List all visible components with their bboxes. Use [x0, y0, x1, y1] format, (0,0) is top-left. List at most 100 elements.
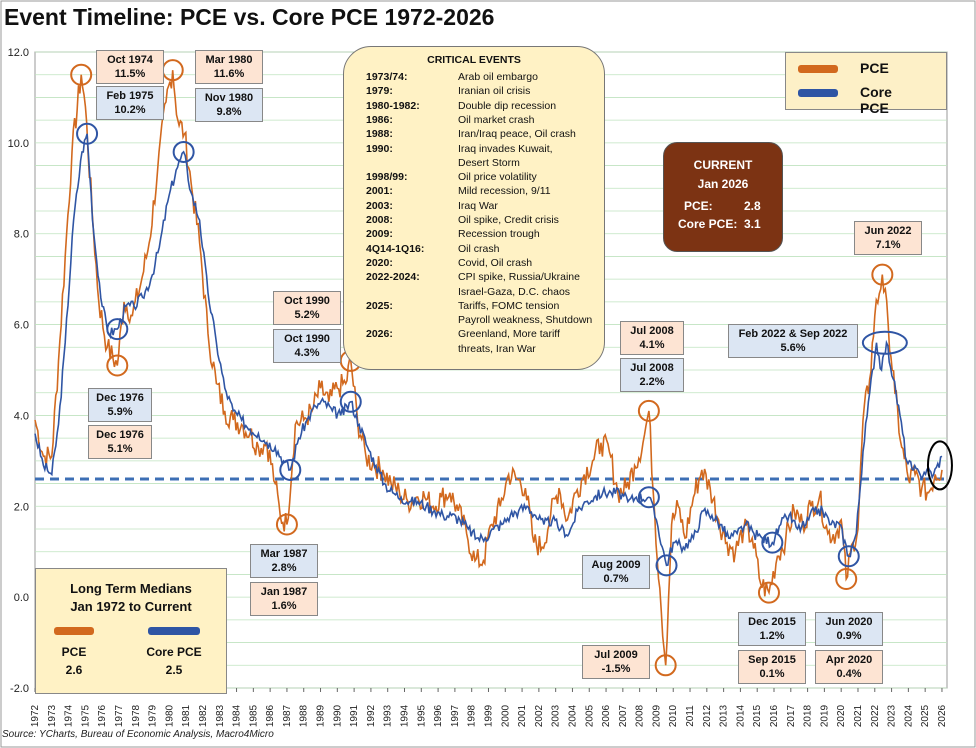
x-tick-label: 2000 — [500, 704, 511, 727]
x-tick-label: 1992 — [366, 704, 377, 727]
x-tick-label: 1985 — [248, 704, 259, 727]
callout-apr2020: Apr 2020 0.4% — [815, 650, 883, 684]
x-tick-label: 1980 — [164, 704, 175, 727]
event-description: Oil price volatility — [458, 171, 537, 184]
callout-nov1980: Nov 1980 9.8% — [195, 88, 263, 122]
event-row: 1988: Iran/Iraq peace, Oil crash — [366, 128, 601, 142]
x-tick-label: 1975 — [80, 704, 91, 727]
medians-title-1: Long Term Medians — [70, 581, 192, 596]
event-year: 2025: — [366, 299, 393, 312]
x-tick-label: 1979 — [148, 704, 159, 727]
core-highlight-circle — [172, 140, 195, 163]
event-year: 1973/74: — [366, 71, 408, 83]
callout-line: Feb 2022 & Sep 2022 — [738, 328, 848, 340]
callout-value: 2.2% — [639, 376, 665, 388]
callout-oct1990-pce: Oct 1990 5.2% — [273, 291, 341, 325]
callout-value: 7.1% — [875, 239, 901, 251]
event-description: Payroll weakness, Shutdown — [458, 314, 593, 327]
event-row: Desert Storm — [366, 157, 601, 171]
y-tick-label: -2.0 — [10, 683, 29, 695]
callout-value: 11.5% — [114, 68, 146, 80]
x-tick-label: 2016 — [769, 704, 780, 727]
x-tick-label: 1987 — [282, 704, 293, 727]
pce-highlight-circle — [275, 513, 298, 536]
x-tick-label: 1984 — [232, 704, 243, 727]
event-row: 2001: Mild recession, 9/11 — [366, 185, 601, 199]
event-row: 1973/74: Arab oil embargo — [366, 71, 601, 85]
core-highlight-circle — [861, 330, 908, 355]
callout-aug2009: Aug 2009 0.7% — [582, 555, 650, 589]
current-pce-value: 2.8 — [744, 199, 761, 213]
callout-dec1976-pce: Dec 1976 5.1% — [88, 425, 152, 459]
callout-value: 5.6% — [780, 342, 806, 354]
critical-events-box: CRITICAL EVENTS 1973/74: Arab oil embargo… — [343, 46, 605, 370]
core-highlight-circle — [637, 486, 660, 509]
legend-label-pce: PCE — [860, 60, 889, 76]
x-tick-label: 1995 — [416, 704, 427, 727]
event-description: CPI spike, Russia/Ukraine — [458, 271, 580, 284]
core-pce-series-line — [34, 133, 943, 567]
x-tick-label: 2013 — [719, 704, 730, 727]
x-tick-label: 2019 — [819, 704, 830, 727]
core-highlight-circle — [761, 531, 784, 554]
source-note: Source: YCharts, Bureau of Economic Anal… — [2, 729, 274, 740]
event-description: Oil market crash — [458, 113, 535, 126]
legend-swatch-pce — [798, 65, 838, 73]
pce-highlight-circle — [654, 654, 677, 677]
core-highlight-circle — [279, 458, 302, 481]
legend-label-core: Core PCE — [860, 84, 892, 116]
x-tick-label: 1974 — [64, 704, 75, 727]
event-year: 2020: — [366, 256, 393, 269]
callout-value: 5.1% — [107, 443, 133, 455]
event-year: 2008: — [366, 214, 393, 226]
event-year: 1990: — [366, 142, 393, 155]
callout-line: Apr 2020 — [825, 654, 873, 666]
event-row: 4Q14-1Q16: Oil crash — [366, 243, 601, 257]
x-tick-label: 1997 — [450, 704, 461, 727]
event-row: Payroll weakness, Shutdown — [366, 314, 601, 328]
current-highlight-ellipse — [926, 440, 953, 491]
x-tick-label: 2022 — [870, 704, 881, 727]
x-tick-label: 1986 — [265, 704, 276, 727]
y-tick-label: 12.0 — [8, 47, 29, 59]
x-tick-label: 2023 — [887, 704, 898, 727]
event-year: 2022-2024: — [366, 271, 420, 284]
callout-oct1990-core: Oct 1990 4.3% — [273, 329, 341, 363]
medians-swatch-core — [148, 627, 200, 635]
x-tick-label: 1990 — [332, 704, 343, 727]
pce-highlight-circle — [871, 263, 894, 286]
callout-value: 5.9% — [107, 406, 133, 418]
callout-jun2020: Jun 2020 0.9% — [815, 612, 883, 646]
callout-line: Jul 2009 — [594, 649, 638, 661]
callout-feb1975: Feb 1975 10.2% — [96, 86, 164, 120]
event-description: threats, Iran War — [458, 342, 536, 355]
x-tick-label: 2025 — [920, 704, 931, 727]
x-tick-label: 1983 — [215, 704, 226, 727]
x-tick-label: 1994 — [400, 704, 411, 727]
pce-highlight-circle — [757, 581, 780, 604]
event-description: Recession trough — [458, 228, 540, 241]
medians-box: Long Term Medians Jan 1972 to Current PC… — [35, 568, 227, 694]
event-year: 2001: — [366, 185, 393, 198]
x-tick-label: 1996 — [433, 704, 444, 727]
callout-value: 5.2% — [294, 309, 320, 321]
event-row: 1990: Iraq invades Kuwait, — [366, 143, 601, 157]
event-row: 1979: Iranian oil crisis — [366, 85, 601, 99]
callout-value: 9.8% — [216, 106, 242, 118]
callout-value: 0.4% — [836, 668, 862, 680]
callout-line: Dec 1976 — [96, 392, 144, 404]
callout-line: Oct 1974 — [107, 54, 153, 66]
callout-line: Mar 1980 — [205, 54, 253, 66]
callout-line: Jan 1987 — [260, 586, 308, 598]
event-description: Oil crash — [458, 242, 500, 255]
x-tick-label: 2014 — [735, 704, 746, 727]
callout-line: Jun 2022 — [864, 225, 912, 237]
current-core-value: 3.1 — [744, 217, 761, 231]
event-description: Desert Storm — [458, 156, 520, 169]
medians-swatch-pce — [54, 627, 94, 635]
pce-highlight-circle — [835, 567, 858, 590]
x-tick-label: 1977 — [114, 704, 125, 727]
event-row: 1986: Oil market crash — [366, 114, 601, 128]
callout-value: 1.6% — [271, 600, 297, 612]
event-year: 4Q14-1Q16: — [366, 242, 425, 255]
